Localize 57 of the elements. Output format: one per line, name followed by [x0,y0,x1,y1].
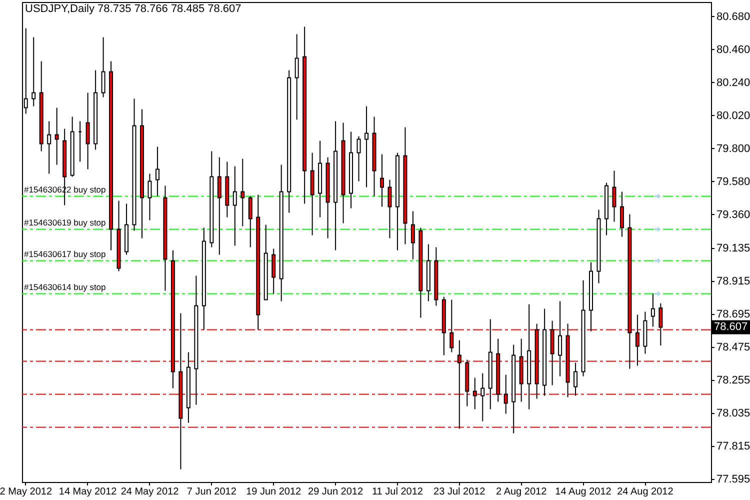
candlestick [155,146,160,197]
y-tick-label: 78.695 [716,308,750,320]
y-tick-label: 79.580 [716,176,750,188]
y-tick-label: 80.240 [716,76,750,89]
y-tick-label: 79.135 [716,242,750,254]
candlestick [310,152,314,236]
candlestick [612,170,616,222]
candlestick [558,300,562,377]
y-tick-label: 78.915 [716,276,750,288]
y-tick-label: 79.800 [716,142,750,155]
y-tick-label: 79.360 [716,208,750,221]
y-tick-label: 80.680 [716,10,750,23]
x-tick-label: 11 Jul 2012 [372,486,424,498]
y-tick-label: 77.815 [716,440,750,452]
x-tick-label: 29 Jun 2012 [308,486,364,498]
x-tick-label: 24 Aug 2012 [617,486,674,498]
candlestick [54,107,59,166]
x-tick-label: 2 Aug 2012 [496,486,548,498]
x-tick-label: 14 May 2012 [58,486,118,498]
x-tick-label: 19 Jun 2012 [246,486,302,498]
x-tick-label: 24 May 2012 [120,486,180,498]
candlestick [32,36,36,107]
candlestick [356,136,361,182]
y-tick-label: 80.020 [716,110,750,122]
candlestick [620,191,624,238]
y-tick-label: 80.460 [716,44,750,56]
candlestick [217,156,222,256]
candlestick [86,92,90,170]
candlestick [240,158,245,227]
x-tick-label: 14 Aug 2012 [555,486,612,498]
candlestick [272,248,276,294]
candlestick [294,34,299,120]
x-tick-label: 7 Jun 2012 [186,486,237,498]
candlestick [504,374,508,414]
y-tick-label: 78.255 [716,374,750,386]
candlestick [101,36,106,98]
candlestick [248,196,252,248]
candlestick [232,166,237,246]
candlestick [574,362,578,396]
y-tick-label: 78.475 [716,342,750,354]
candlestick [410,210,415,260]
x-tick-label: 23 Jul 2012 [434,486,486,498]
candlestick [388,179,392,239]
x-tick-label: 2 May 2012 [0,486,52,498]
text: 78.607 [714,321,748,334]
y-tick-label: 77.595 [716,474,750,486]
candlestick [380,154,384,208]
candlestick [480,372,485,422]
chart-title: USDJPY,Daily 78.735 78.766 78.485 78.607 [25,3,242,15]
candlestick [364,106,368,188]
candlestick [148,173,152,221]
candlestick [650,293,655,328]
candlestick [47,120,52,174]
ref-line-label: #154630617 buy stop [24,248,106,259]
y-tick-label: 78.035 [716,408,750,420]
ref-line-label: #154630614 buy stop [24,282,106,292]
ref-line-label: #154630619 buy stop [24,217,106,228]
